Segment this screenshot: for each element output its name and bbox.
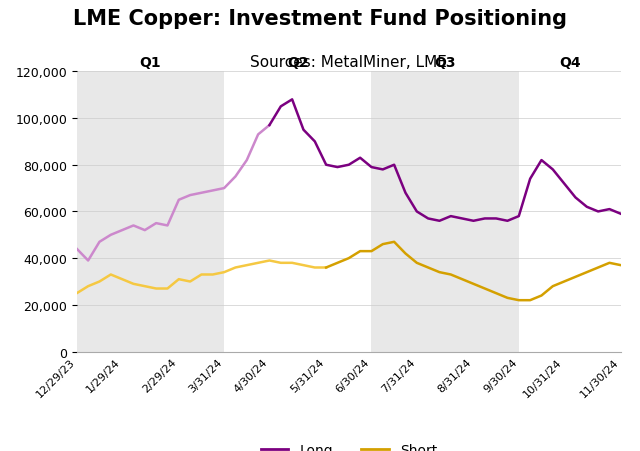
Legend: Long, Short: Long, Short: [255, 437, 443, 451]
Text: Q3: Q3: [435, 55, 456, 69]
Bar: [77, 72, 224, 352]
Title: Sources: MetalMiner, LME: Sources: MetalMiner, LME: [250, 55, 447, 69]
Text: LME Copper: Investment Fund Positioning: LME Copper: Investment Fund Positioning: [73, 9, 567, 29]
Bar: [371, 72, 519, 352]
Text: Q4: Q4: [559, 55, 580, 69]
Text: Q1: Q1: [140, 55, 161, 69]
Text: Q2: Q2: [287, 55, 308, 69]
